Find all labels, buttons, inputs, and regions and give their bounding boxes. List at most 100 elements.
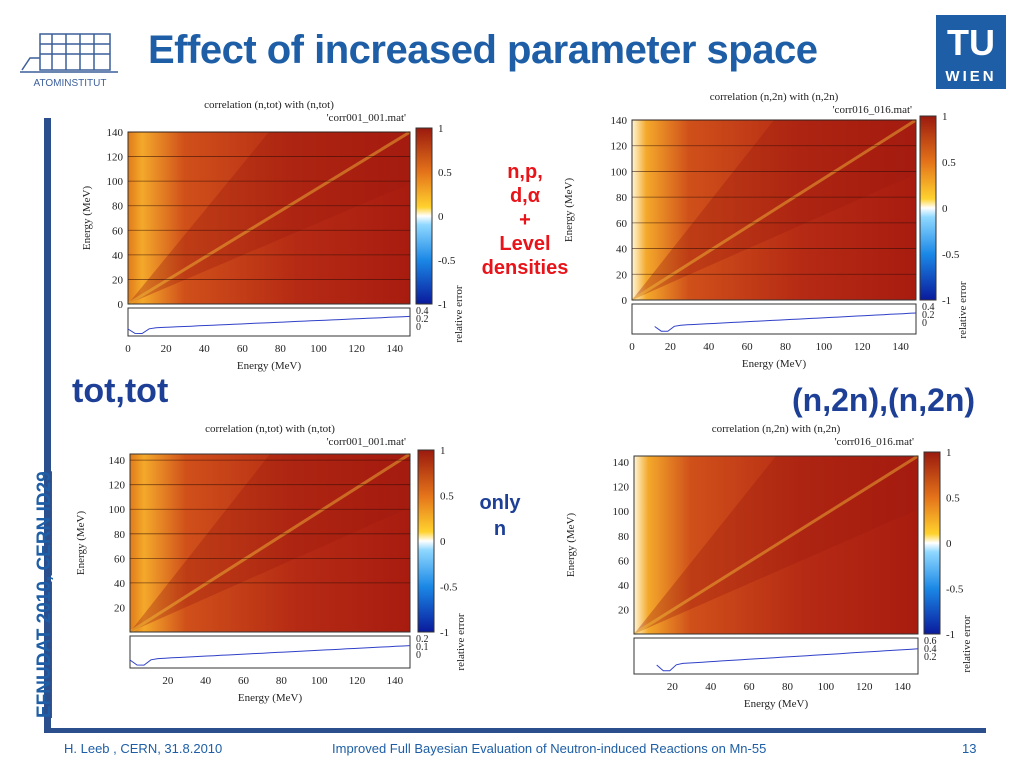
heatmap [634, 456, 918, 634]
note-line: d,α [509, 185, 541, 207]
footer-author: H. Leeb , CERN, 31.8.2010 [64, 741, 223, 756]
colorbar-tick-label: 0.5 [438, 167, 452, 179]
y-tick-label: 60 [616, 218, 628, 230]
y-tick-label: 80 [618, 531, 630, 543]
rel-tick-label: 0.4 [924, 644, 937, 655]
rel-tick-label: 0.1 [416, 642, 429, 653]
plot-top-right: correlation (n,2n) with (n,2n)'corr016_0… [560, 88, 980, 395]
page-number: 13 [962, 741, 977, 756]
rel-tick-label: 0.2 [416, 314, 429, 325]
x-axis-label: Energy (MeV) [742, 358, 807, 370]
rel-tick-label: 0.6 [924, 636, 937, 647]
colorbar-tick-label: 0.5 [440, 491, 454, 503]
x-tick-label: 80 [782, 681, 794, 693]
rel-error-curve [656, 648, 919, 672]
colorbar-tick-label: 0.5 [942, 157, 956, 169]
y-tick-label: 140 [611, 115, 628, 127]
colorbar-tick-label: 0 [942, 203, 948, 215]
heatmap-diagonal [631, 118, 917, 302]
rel-tick-label: 0.4 [416, 306, 429, 317]
x-tick-label: 140 [387, 675, 404, 687]
note-line: Level [499, 233, 551, 255]
plot-top-left: correlation (n,tot) with (n,tot)'corr001… [78, 96, 478, 391]
note-line: only [479, 492, 521, 514]
plot-file: 'corr016_016.mat' [835, 436, 914, 448]
y-tick-label: 60 [618, 555, 630, 567]
y-axis-label: Energy (MeV) [81, 186, 93, 251]
x-tick-label: 40 [200, 675, 212, 687]
y-tick-label: 120 [611, 141, 628, 153]
x-axis-label: Energy (MeV) [237, 360, 302, 372]
y-tick-label: 100 [613, 506, 630, 518]
heatmap-diagonal [127, 130, 411, 306]
heatmap-shade [128, 132, 410, 304]
colorbar [923, 451, 941, 635]
rel-tick-label: 0 [416, 322, 421, 333]
x-tick-label: 40 [703, 341, 715, 353]
plot-bottom-left: correlation (n,tot) with (n,tot)'corr001… [72, 420, 482, 719]
plot-file: 'corr001_001.mat' [327, 112, 406, 124]
heatmap-frame [129, 453, 411, 633]
note-line: n [493, 518, 507, 540]
x-tick-label: 20 [162, 675, 174, 687]
colorbar-tick-label: 0.5 [946, 493, 960, 505]
colorbar [415, 127, 433, 305]
x-tick-label: 120 [856, 681, 873, 693]
tu-wien-logo-top: TU [947, 22, 995, 63]
colorbar-tick-label: 1 [942, 111, 948, 123]
heatmap [632, 120, 916, 300]
x-tick-label: 140 [894, 681, 911, 693]
rel-error-curve [127, 315, 411, 335]
rel-error-panel [127, 307, 411, 337]
x-tick-label: 20 [161, 343, 173, 355]
rel-tick-label: 0.2 [924, 652, 937, 663]
x-tick-label: 100 [818, 681, 835, 693]
colorbar-tick-label: 0 [438, 211, 444, 223]
rel-error-curve [654, 312, 917, 332]
colorbar-tick-label: 0 [946, 538, 952, 550]
y-tick-label: 140 [107, 127, 124, 139]
colorbar-tick-label: -1 [438, 299, 447, 311]
y-tick-label: 60 [112, 225, 124, 237]
y-tick-label: 0 [622, 295, 628, 307]
x-tick-label: 0 [125, 343, 131, 355]
x-tick-label: 60 [744, 681, 756, 693]
heatmap-frame [633, 455, 919, 635]
plot-title: correlation (n,tot) with (n,tot) [204, 99, 334, 111]
rel-error-panel [129, 635, 411, 669]
heatmap-shade [634, 456, 918, 634]
heatmap-diagonal [129, 452, 411, 634]
x-axis-label: Energy (MeV) [744, 698, 809, 710]
y-axis-label: Energy (MeV) [75, 511, 87, 576]
heatmap-shade [130, 454, 410, 632]
note-parameters: n,p, d,α + Level densities [470, 160, 580, 280]
plot-title: correlation (n,tot) with (n,tot) [205, 423, 335, 435]
rel-tick-label: 0.2 [416, 634, 429, 645]
heatmap-shade [632, 120, 916, 300]
x-tick-label: 100 [816, 341, 833, 353]
footer-bar [44, 728, 986, 733]
note-line: n,p, [507, 161, 543, 183]
rel-error-label: relative error [961, 615, 973, 672]
plot-file: 'corr001_001.mat' [327, 436, 406, 448]
x-tick-label: 60 [237, 343, 249, 355]
tu-wien-logo: TU WIEN [936, 15, 1006, 89]
colorbar [417, 449, 435, 633]
x-tick-label: 60 [742, 341, 754, 353]
x-axis-label: Energy (MeV) [238, 692, 303, 704]
y-axis-label: Energy (MeV) [565, 513, 577, 578]
rel-tick-label: 0 [416, 650, 421, 661]
colorbar-tick-label: 0 [440, 536, 446, 548]
y-tick-label: 20 [114, 602, 126, 614]
label-tot-tot: tot,tot [72, 372, 169, 410]
colorbar-tick-label: 1 [438, 123, 444, 135]
x-tick-label: 40 [705, 681, 717, 693]
y-tick-label: 0 [118, 299, 124, 311]
x-tick-label: 100 [311, 675, 328, 687]
side-bar [44, 118, 51, 730]
x-tick-label: 120 [348, 343, 365, 355]
colorbar-tick-label: 1 [440, 445, 446, 457]
y-tick-label: 60 [114, 553, 126, 565]
tu-wien-logo-bottom: WIEN [945, 68, 996, 85]
atominstitut-label: ATOMINSTITUT [34, 78, 107, 89]
